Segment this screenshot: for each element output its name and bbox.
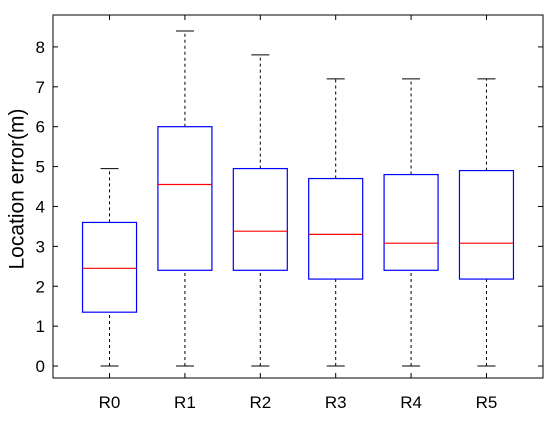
y-tick-label: 2: [36, 277, 45, 296]
x-tick-label: R3: [325, 393, 347, 412]
y-tick-label: 8: [36, 38, 45, 57]
y-tick-label: 3: [36, 237, 45, 256]
y-tick-label: 4: [36, 197, 45, 216]
box-r1: [157, 30, 213, 367]
plot-area: [52, 14, 544, 379]
x-tick-label: R1: [174, 393, 196, 412]
x-tick-label: R2: [249, 393, 271, 412]
x-tick-label: R0: [99, 393, 121, 412]
box-r5: [458, 78, 515, 367]
box-series: [81, 30, 515, 367]
x-tick-label: R4: [400, 393, 422, 412]
box-r4: [383, 78, 439, 367]
y-tick-label: 0: [36, 357, 45, 376]
box-r2: [232, 54, 288, 367]
y-axis-ticks: 0 1 2 3 4 5 6 7 8: [36, 38, 543, 376]
y-axis-label-container: Location error(m): [3, 0, 33, 378]
iqr-box: [383, 173, 439, 271]
y-tick-label: 5: [36, 158, 45, 177]
iqr-box: [232, 167, 288, 271]
x-tick-label: R5: [476, 393, 498, 412]
iqr-box: [81, 221, 138, 313]
box-r0: [81, 168, 138, 367]
iqr-box: [458, 169, 515, 280]
y-tick-label: 7: [36, 78, 45, 97]
iqr-box: [308, 177, 364, 280]
y-axis-label: Location error(m): [6, 108, 29, 270]
iqr-box: [157, 126, 213, 271]
y-tick-label: 1: [36, 317, 45, 336]
y-tick-label: 6: [36, 118, 45, 137]
x-axis-ticks: R0 R1 R2 R3 R4 R5: [99, 15, 498, 412]
box-r3: [308, 78, 364, 367]
